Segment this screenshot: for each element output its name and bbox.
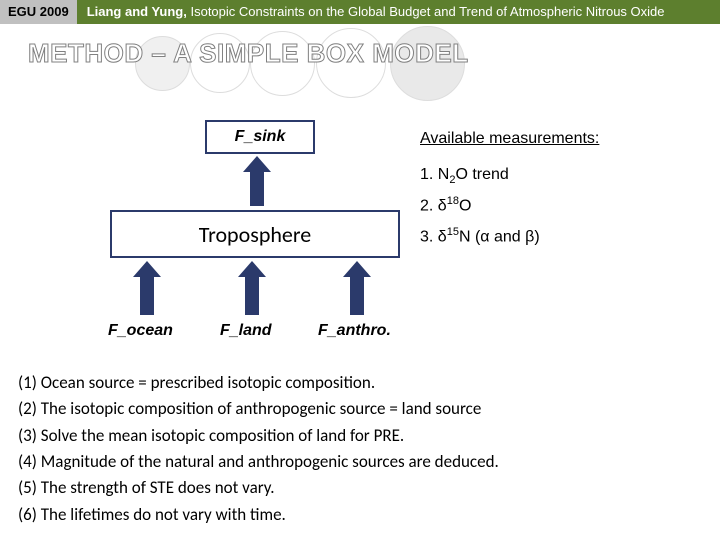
text: 3. δ: [420, 229, 447, 246]
box-model-diagram: F_sink Troposphere F_ocean F_land F_anth…: [90, 120, 390, 350]
text: 2. δ: [420, 198, 447, 215]
section-title: METHOD – A SIMPLE BOX MODEL: [28, 38, 720, 69]
text: N (α and β): [459, 229, 540, 246]
flux-anthro-label: F_anthro.: [318, 322, 391, 340]
flux-land-label: F_land: [220, 322, 272, 340]
measurement-item: 1. N2O trend: [420, 160, 700, 191]
arrow-up-icon: [350, 275, 364, 315]
measurement-item: 2. δ18O: [420, 191, 700, 222]
measurement-item: 3. δ15N (α and β): [420, 222, 700, 253]
title-rest: Isotopic Constraints on the Global Budge…: [187, 4, 665, 19]
note-item: (3) Solve the mean isotopic composition …: [18, 423, 702, 449]
superscript: 15: [447, 226, 459, 238]
conference-badge: EGU 2009: [0, 0, 77, 24]
assumptions-list: (1) Ocean source = prescribed isotopic c…: [18, 370, 702, 528]
flux-ocean-label: F_ocean: [108, 322, 173, 340]
note-item: (6) The lifetimes do not vary with time.: [18, 502, 702, 528]
text: O: [459, 198, 471, 215]
arrow-up-icon: [245, 275, 259, 315]
note-item: (2) The isotopic composition of anthropo…: [18, 396, 702, 422]
measurements-list: Available measurements: 1. N2O trend 2. …: [420, 124, 700, 253]
header-bar: EGU 2009 Liang and Yung, Isotopic Constr…: [0, 0, 720, 24]
text: 1. N: [420, 166, 449, 183]
note-item: (4) Magnitude of the natural and anthrop…: [18, 449, 702, 475]
arrow-up-icon: [250, 170, 264, 206]
superscript: 18: [447, 195, 459, 207]
measurements-heading: Available measurements:: [420, 124, 700, 154]
arrow-up-icon: [140, 275, 154, 315]
sink-box: F_sink: [205, 120, 315, 154]
authors: Liang and Yung,: [87, 4, 187, 19]
text: O trend: [455, 166, 508, 183]
note-item: (1) Ocean source = prescribed isotopic c…: [18, 370, 702, 396]
troposphere-box: Troposphere: [110, 210, 400, 258]
paper-title: Liang and Yung, Isotopic Constraints on …: [77, 0, 720, 24]
note-item: (5) The strength of STE does not vary.: [18, 475, 702, 501]
